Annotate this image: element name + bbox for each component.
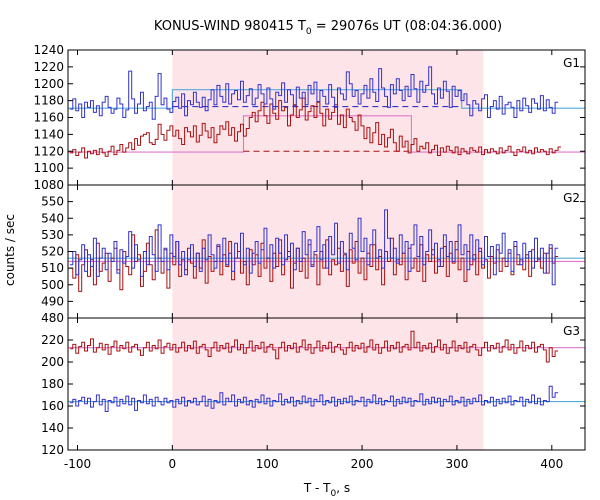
red-series-line — [69, 97, 561, 159]
x-axis-label: T - T0, s — [303, 481, 350, 499]
x-tick-label: 100 — [256, 457, 279, 471]
y-tick-label: 140 — [41, 421, 64, 435]
highlight-interval — [172, 50, 484, 185]
y-tick-label: 1240 — [33, 43, 64, 57]
x-tick-label: -100 — [64, 457, 91, 471]
panel-label: G2 — [563, 191, 580, 205]
plot-area: 108011001120114011601180120012201240G148… — [33, 43, 586, 471]
panel-label: G3 — [563, 324, 580, 338]
panel-g1: 1080 1100 1120 1140 1160 1180 1200 1220 1240 G1 — [33, 43, 586, 192]
red-series-line — [69, 330, 559, 363]
y-tick-label: 550 — [41, 195, 64, 209]
y-tick-label: 510 — [41, 261, 64, 275]
highlight-interval — [172, 318, 484, 450]
y-tick-label: 1080 — [33, 178, 64, 192]
blue-series-line — [69, 66, 559, 120]
y-tick-label: 540 — [41, 211, 64, 225]
chart-title: KONUS-WIND 980415 T0 = 29076s UT (08:04:… — [154, 19, 502, 37]
y-tick-label: 490 — [41, 294, 64, 308]
y-tick-label: 1120 — [33, 144, 64, 158]
x-tick-label: 200 — [351, 457, 374, 471]
x-tick-label: 300 — [445, 457, 468, 471]
x-tick-label: 0 — [169, 457, 177, 471]
blue-series-line — [69, 385, 559, 412]
y-tick-label: 1160 — [33, 111, 64, 125]
y-tick-label: 1220 — [33, 60, 64, 74]
y-tick-label: 120 — [41, 443, 64, 457]
panel-g2: 480 490 500 510 520 530 540 550 G2 — [41, 184, 586, 325]
y-tick-label: 480 — [41, 311, 64, 325]
y-tick-label: 500 — [41, 278, 64, 292]
y-tick-label: 520 — [41, 245, 64, 259]
panel-label: G1 — [563, 56, 580, 70]
highlight-interval — [172, 185, 484, 318]
y-tick-label: 200 — [41, 355, 64, 369]
y-tick-label: 530 — [41, 228, 64, 242]
y-axis-label: counts / sec — [3, 214, 17, 286]
panel-g3: 120 140 160 180 200 220 G3 — [41, 317, 586, 457]
y-tick-label: 1180 — [33, 94, 64, 108]
y-tick-label: 220 — [41, 333, 64, 347]
y-tick-label: 1200 — [33, 77, 64, 91]
y-tick-label: 160 — [41, 399, 64, 413]
y-tick-label: 1100 — [33, 161, 64, 175]
x-tick-label: 400 — [540, 457, 563, 471]
y-tick-label: 1140 — [33, 127, 64, 141]
y-tick-label: 180 — [41, 377, 64, 391]
blue-series-line — [69, 209, 559, 286]
